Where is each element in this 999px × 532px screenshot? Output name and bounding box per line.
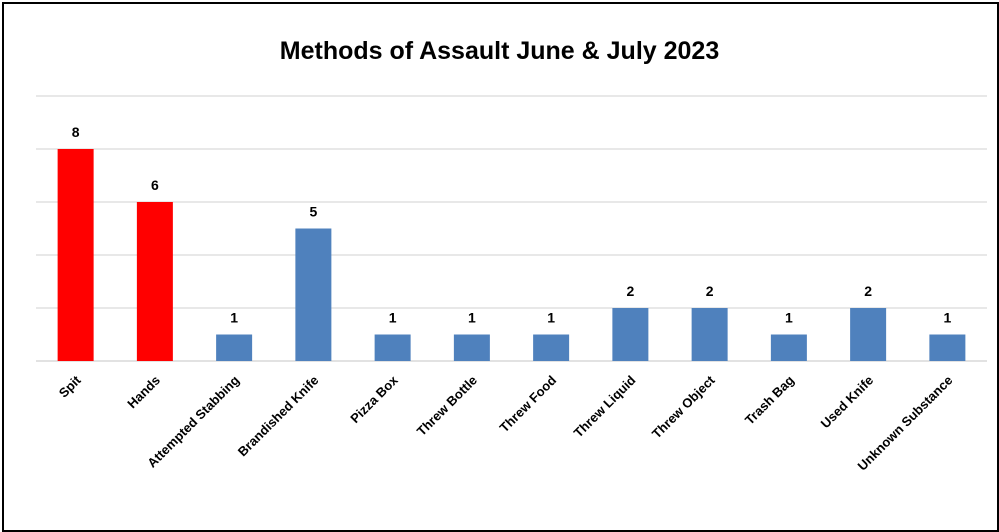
bar-threw-food [533, 334, 570, 361]
x-tick-label: Pizza Box [347, 372, 401, 426]
x-tick-label: Trash Bag [742, 372, 797, 427]
x-tick-label: Attempted Stabbing [144, 372, 242, 470]
bar-threw-object [691, 308, 728, 361]
x-tick-label: Threw Bottle [414, 373, 480, 439]
data-label: 1 [389, 310, 397, 326]
data-label: 1 [230, 310, 238, 326]
bar-threw-bottle [453, 334, 490, 361]
data-label: 2 [864, 283, 872, 299]
data-label: 1 [943, 310, 951, 326]
bar-brandished-knife [295, 228, 332, 361]
bar-spit [57, 149, 94, 361]
x-tick-label: Used Knife [818, 373, 877, 432]
bar-hands [136, 202, 173, 361]
x-tick-label: Threw Object [649, 372, 718, 441]
bar-trash-bag [770, 334, 807, 361]
data-label: 1 [547, 310, 555, 326]
data-label: 2 [706, 283, 714, 299]
x-tick-label: Brandished Knife [235, 373, 322, 460]
data-label: 8 [72, 124, 80, 140]
bar-threw-liquid [612, 308, 649, 361]
data-label: 5 [309, 204, 317, 220]
data-label: 6 [151, 177, 159, 193]
x-tick-label: Hands [124, 373, 163, 412]
x-tick-label: Threw Food [497, 372, 560, 435]
data-label: 1 [785, 310, 793, 326]
x-tick-label: Threw Liquid [571, 372, 639, 440]
bar-attempted-stabbing [216, 334, 253, 361]
data-label: 2 [626, 283, 634, 299]
chart-title: Methods of Assault June & July 2023 [279, 37, 720, 65]
x-tick-label: Spit [56, 372, 84, 400]
data-label: 1 [468, 310, 476, 326]
bar-used-knife [850, 308, 887, 361]
bar-pizza-box [374, 334, 411, 361]
bar-unknown-substance [929, 334, 966, 361]
